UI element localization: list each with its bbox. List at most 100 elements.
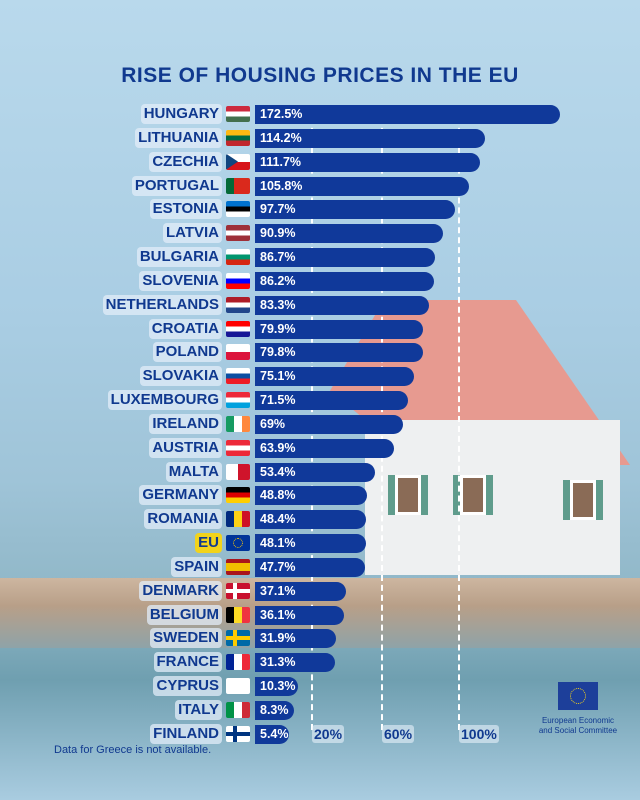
bar: 83.3% bbox=[255, 295, 429, 315]
bar-row: GERMANY 48.8% bbox=[0, 485, 640, 506]
flag-icon bbox=[226, 320, 250, 337]
bar: 111.7% bbox=[255, 152, 481, 172]
category-label: BELGIUM bbox=[146, 604, 222, 625]
bar-row: CYPRUS 10.3% bbox=[0, 676, 640, 697]
flag-icon bbox=[226, 225, 250, 242]
bar-row: SLOVAKIA 75.1% bbox=[0, 366, 640, 387]
logo-text: and Social Committee bbox=[538, 726, 618, 735]
bar-row: MALTA 53.4% bbox=[0, 461, 640, 482]
flag-icon bbox=[226, 344, 250, 361]
bar: 79.9% bbox=[255, 319, 423, 339]
eesc-logo: European Economic and Social Committee bbox=[528, 670, 628, 736]
category-label: ROMANIA bbox=[144, 509, 222, 530]
category-label: NETHERLANDS bbox=[102, 294, 222, 315]
flag-icon bbox=[226, 392, 250, 409]
category-label: LATVIA bbox=[162, 223, 222, 244]
flag-icon bbox=[226, 582, 250, 599]
category-label: SLOVENIA bbox=[139, 270, 222, 291]
tick-label: 100% bbox=[459, 725, 499, 743]
flag-icon bbox=[226, 487, 250, 504]
bar: 31.3% bbox=[255, 653, 336, 673]
bar: 105.8% bbox=[255, 176, 470, 196]
bar: 86.7% bbox=[255, 248, 436, 268]
flag-icon bbox=[226, 511, 250, 528]
flag-icon bbox=[226, 272, 250, 289]
bar: 90.9% bbox=[255, 224, 443, 244]
category-label: GERMANY bbox=[139, 485, 222, 506]
bar-row: CROATIA 79.9% bbox=[0, 318, 640, 339]
category-label: CROATIA bbox=[148, 318, 222, 339]
bar: 37.1% bbox=[255, 581, 346, 601]
gridline-100 bbox=[458, 118, 460, 730]
bar: 114.2% bbox=[255, 128, 485, 148]
bar-row: LITHUANIA 114.2% bbox=[0, 127, 640, 148]
flag-icon bbox=[226, 463, 250, 480]
bar-row: ESTONIA 97.7% bbox=[0, 199, 640, 220]
footnote: Data for Greece is not available. bbox=[54, 744, 212, 756]
category-label: AUSTRIA bbox=[149, 437, 222, 458]
bar-row: AUSTRIA 63.9% bbox=[0, 437, 640, 458]
bar-row: SLOVENIA 86.2% bbox=[0, 270, 640, 291]
bar-row: SPAIN 47.7% bbox=[0, 556, 640, 577]
bar-row: LUXEMBOURG 71.5% bbox=[0, 390, 640, 411]
bar-row: NETHERLANDS 83.3% bbox=[0, 294, 640, 315]
bar: 8.3% bbox=[255, 701, 294, 720]
bar-row: FINLAND 5.4% bbox=[0, 723, 640, 744]
flag-icon bbox=[226, 439, 250, 456]
category-label: CZECHIA bbox=[149, 151, 222, 172]
bar: 75.1% bbox=[255, 367, 415, 387]
eu-flag-icon bbox=[558, 682, 598, 710]
category-label: PORTUGAL bbox=[131, 175, 222, 196]
bar: 79.8% bbox=[255, 343, 423, 363]
flag-icon bbox=[226, 296, 250, 313]
bar-row: SWEDEN 31.9% bbox=[0, 628, 640, 649]
category-label: SLOVAKIA bbox=[139, 366, 222, 387]
bar: 86.2% bbox=[255, 271, 435, 291]
bar: 36.1% bbox=[255, 605, 344, 625]
flag-icon bbox=[226, 177, 250, 194]
tick-label: 60% bbox=[382, 725, 415, 743]
flag-icon bbox=[226, 368, 250, 385]
flag-icon bbox=[226, 106, 250, 122]
flag-icon bbox=[226, 249, 250, 266]
category-label: IRELAND bbox=[149, 413, 222, 434]
flag-icon bbox=[226, 702, 250, 718]
flag-icon bbox=[226, 201, 250, 218]
bar-row: POLAND 79.8% bbox=[0, 342, 640, 363]
bar: 97.7% bbox=[255, 200, 455, 220]
bar: 69% bbox=[255, 414, 404, 434]
bar: 48.1% bbox=[255, 534, 366, 554]
flag-icon bbox=[226, 654, 250, 671]
category-label: HUNGARY bbox=[140, 104, 222, 124]
bar-row: CZECHIA 111.7% bbox=[0, 151, 640, 172]
bar-row: PORTUGAL 105.8% bbox=[0, 175, 640, 196]
bar-row: ITALY 8.3% bbox=[0, 700, 640, 720]
category-label: POLAND bbox=[152, 342, 222, 363]
bar: 71.5% bbox=[255, 391, 408, 411]
bar-row: BELGIUM 36.1% bbox=[0, 604, 640, 625]
flag-icon bbox=[226, 558, 250, 575]
flag-icon bbox=[226, 606, 250, 623]
bar-row: IRELAND 69% bbox=[0, 413, 640, 434]
category-label: CYPRUS bbox=[153, 676, 222, 697]
bar-row: EU 48.1% bbox=[0, 533, 640, 554]
category-label: MALTA bbox=[165, 461, 222, 482]
chart-title: RISE OF HOUSING PRICES IN THE EU bbox=[121, 64, 519, 87]
bar: 172.5% bbox=[255, 105, 560, 124]
bar: 53.4% bbox=[255, 462, 376, 482]
bar-row: BULGARIA 86.7% bbox=[0, 247, 640, 268]
bar: 48.4% bbox=[255, 510, 367, 530]
logo-text: European Economic bbox=[541, 716, 615, 725]
category-label: FINLAND bbox=[150, 723, 222, 744]
flag-icon bbox=[226, 415, 250, 432]
bar: 10.3% bbox=[255, 677, 298, 697]
category-label: EU bbox=[195, 533, 222, 554]
category-label: FRANCE bbox=[153, 652, 222, 673]
category-label: BULGARIA bbox=[136, 247, 222, 268]
bar: 48.8% bbox=[255, 486, 367, 506]
category-label: LITHUANIA bbox=[135, 127, 222, 148]
bar-row: HUNGARY 172.5% bbox=[0, 104, 640, 124]
tick-label: 20% bbox=[312, 725, 345, 743]
bar: 31.9% bbox=[255, 629, 337, 649]
